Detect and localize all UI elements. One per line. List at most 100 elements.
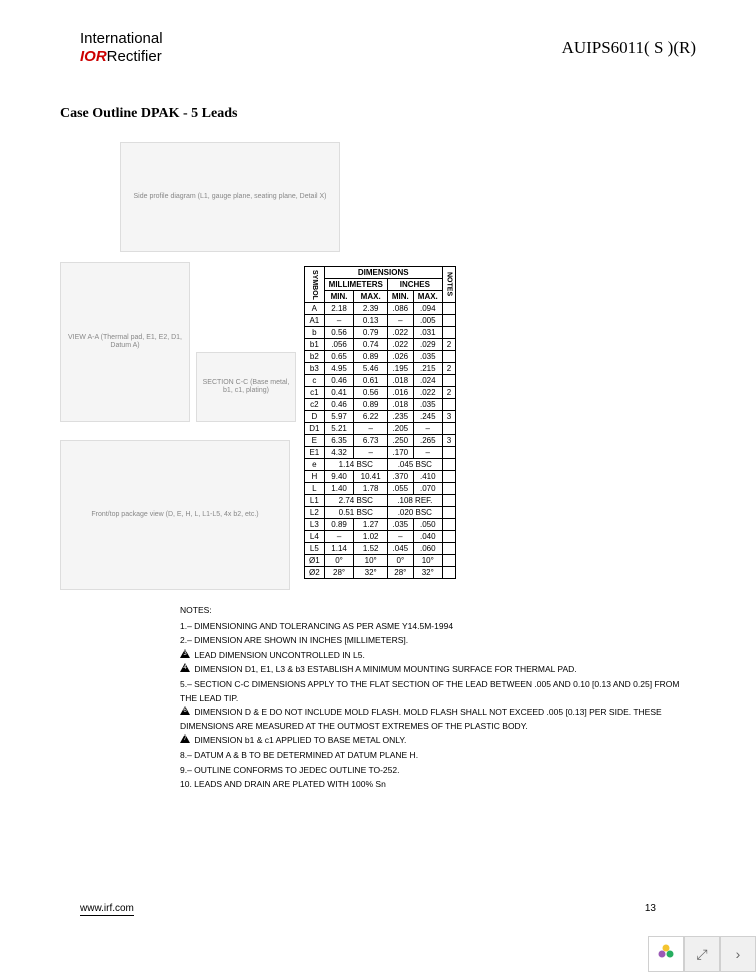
cell-note	[442, 555, 455, 567]
logo-button[interactable]	[648, 936, 684, 972]
cell-mm-max: 5.46	[354, 363, 387, 375]
cell-note: 3	[442, 411, 455, 423]
cell-note	[442, 447, 455, 459]
cell-symbol: E	[305, 435, 325, 447]
page-footer: www.irf.com 13	[0, 903, 756, 916]
cell-in-min: .086	[387, 303, 413, 315]
expand-icon: ⤢	[696, 946, 707, 963]
table-row: b1.0560.74.022.0292	[305, 339, 456, 351]
table-row: Ø228°32°28°32°	[305, 567, 456, 579]
cell-in-max: .070	[413, 483, 442, 495]
cell-in-max: .050	[413, 519, 442, 531]
table-row: A1–0.13–.005	[305, 315, 456, 327]
note-item: 4 DIMENSION D1, E1, L3 & b3 ESTABLISH A …	[180, 663, 696, 677]
col-symbol: SYMBOL	[305, 267, 325, 303]
section-title: Case Outline DPAK - 5 Leads	[0, 76, 756, 132]
cell-in-min: .035	[387, 519, 413, 531]
diagram-side-profile: Side profile diagram (L1, gauge plane, s…	[120, 142, 340, 252]
cell-mm-min: 0.41	[324, 387, 354, 399]
cell-in-min: .022	[387, 327, 413, 339]
chevron-right-icon: ›	[736, 946, 741, 962]
cell-symbol: c1	[305, 387, 325, 399]
table-row: L12.74 BSC.108 REF.	[305, 495, 456, 507]
table-row: c10.410.56.016.0222	[305, 387, 456, 399]
cell-in-max: .040	[413, 531, 442, 543]
cell-note	[442, 423, 455, 435]
cell-note	[442, 351, 455, 363]
table-row: E6.356.73.250.2653	[305, 435, 456, 447]
triangle-icon: 4	[180, 663, 190, 672]
cell-in-max: .031	[413, 327, 442, 339]
table-row: e1.14 BSC.045 BSC	[305, 459, 456, 471]
cell-note	[442, 495, 455, 507]
table-row: D15.21–.205–	[305, 423, 456, 435]
cell-symbol: L3	[305, 519, 325, 531]
cell-symbol: Ø1	[305, 555, 325, 567]
cell-note: 2	[442, 363, 455, 375]
cell-in-max: 10°	[413, 555, 442, 567]
content-area: Side profile diagram (L1, gauge plane, s…	[0, 142, 756, 792]
cell-note	[442, 471, 455, 483]
cell-in-min: .250	[387, 435, 413, 447]
viewer-toolbar: ⤢ ›	[648, 936, 756, 972]
cell-mm-span: 2.74 BSC	[324, 495, 387, 507]
dimensions-table: SYMBOL DIMENSIONS NOTES MILLIMETERS INCH…	[304, 266, 456, 579]
col-dimensions: DIMENSIONS	[324, 267, 442, 279]
logo-ir-mark: IOR	[80, 48, 107, 65]
cell-mm-max: 0.79	[354, 327, 387, 339]
cell-mm-max: 1.27	[354, 519, 387, 531]
cell-in-min: .235	[387, 411, 413, 423]
cell-symbol: L5	[305, 543, 325, 555]
cell-in-min: –	[387, 315, 413, 327]
cell-in-span: .045 BSC	[387, 459, 442, 471]
cell-mm-max: 1.02	[354, 531, 387, 543]
table-row: b34.955.46.195.2152	[305, 363, 456, 375]
notes-title: NOTES:	[180, 604, 696, 618]
col-mm-max: MAX.	[354, 291, 387, 303]
cell-note	[442, 543, 455, 555]
diagram-section-cc: SECTION C-C (Base metal, b1, c1, plating…	[196, 352, 296, 422]
col-mm-min: MIN.	[324, 291, 354, 303]
left-diagram-column: VIEW A-A (Thermal pad, E1, E2, D1, Datum…	[60, 262, 296, 590]
cell-symbol: L4	[305, 531, 325, 543]
table-row: D5.976.22.235.2453	[305, 411, 456, 423]
cell-in-min: .022	[387, 339, 413, 351]
triangle-icon: 7	[180, 734, 190, 743]
cell-mm-min: 1.14	[324, 543, 354, 555]
cell-in-min: .026	[387, 351, 413, 363]
cell-in-min: .205	[387, 423, 413, 435]
cell-symbol: D1	[305, 423, 325, 435]
cell-in-span: .020 BSC	[387, 507, 442, 519]
table-row: L20.51 BSC.020 BSC	[305, 507, 456, 519]
expand-button[interactable]: ⤢	[684, 936, 720, 972]
cell-symbol: A	[305, 303, 325, 315]
cell-mm-max: –	[354, 447, 387, 459]
cell-mm-min: 2.18	[324, 303, 354, 315]
cell-symbol: c	[305, 375, 325, 387]
cell-mm-min: 0.46	[324, 375, 354, 387]
cell-symbol: Ø2	[305, 567, 325, 579]
cell-in-max: .035	[413, 399, 442, 411]
footer-url: www.irf.com	[80, 903, 134, 916]
table-row: A2.182.39.086.094	[305, 303, 456, 315]
cell-in-min: .195	[387, 363, 413, 375]
cell-in-max: .245	[413, 411, 442, 423]
cell-symbol: H	[305, 471, 325, 483]
cell-mm-min: 0.89	[324, 519, 354, 531]
table-row: b20.650.89.026.035	[305, 351, 456, 363]
note-item: 6 DIMENSION D & E DO NOT INCLUDE MOLD FL…	[180, 706, 696, 733]
cell-in-max: .005	[413, 315, 442, 327]
cell-symbol: L	[305, 483, 325, 495]
cell-symbol: L2	[305, 507, 325, 519]
cell-mm-min: 5.97	[324, 411, 354, 423]
cell-mm-min: .056	[324, 339, 354, 351]
note-item: 8.– DATUM A & B TO BE DETERMINED AT DATU…	[180, 749, 696, 763]
mid-content-row: VIEW A-A (Thermal pad, E1, E2, D1, Datum…	[60, 262, 696, 590]
cell-note	[442, 567, 455, 579]
cell-mm-max: 32°	[354, 567, 387, 579]
cell-in-min: .016	[387, 387, 413, 399]
cell-note	[442, 483, 455, 495]
cell-mm-min: 9.40	[324, 471, 354, 483]
next-page-button[interactable]: ›	[720, 936, 756, 972]
cell-in-min: –	[387, 531, 413, 543]
